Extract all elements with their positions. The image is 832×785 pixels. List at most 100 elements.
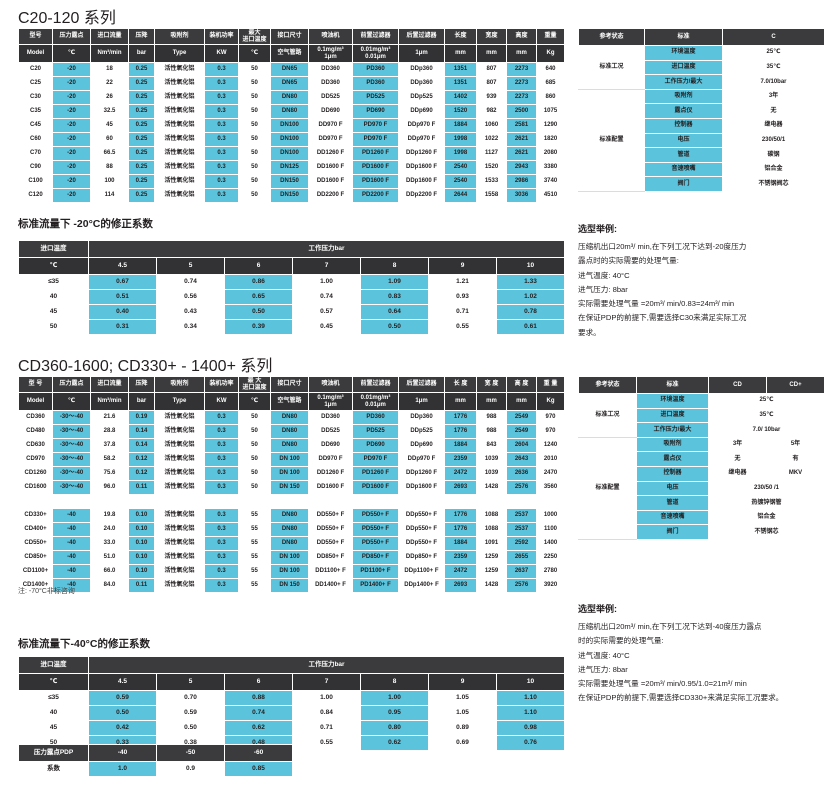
cell-r6c12: 1127 [476,146,507,161]
cell-r0c4: 活性氧化铝 [154,508,205,523]
cell-r1c9: PD360 [352,76,399,91]
ref-label-5: 控制器 [636,465,709,482]
cell-r5c8: DD1400+ F [308,578,353,593]
section2-spec-table-wrap: 型 号压力露点 进口流量 压降 吸附剂 装机功率最 大进口温度 接口尺寸 喷油机 前置过滤器后… [18,376,565,495]
corr-cell-r2c6: 0.98 [496,720,565,736]
corr-corner-label: 进口温度 [18,240,89,258]
cell-r2c5: 0.3 [204,438,239,453]
col-header-unit-12: mm [476,44,507,63]
cell-r5c3: 0.11 [128,480,155,495]
pdp-value-0: -40 [88,744,157,762]
cell-r5c8: DD1600 F [308,480,353,495]
cell-r7c12: 1520 [476,160,507,175]
cell-r4c7: DN 100 [270,564,309,579]
ref-value-4: 无 [722,103,825,119]
cell-r3c5: 0.3 [204,104,239,119]
ref-label-6: 电压 [644,132,723,149]
cell-r1c14: 970 [536,424,565,439]
ref-value-8: 铝合金 [722,161,825,178]
table-row: C35 -20 32.5 0.25 活性氧化铝 0.3 50 DN80 DD690 PD690 DD… [18,104,565,119]
cell-r3c9: PD850+ F [352,550,399,565]
cell-r1c8: DD550+ F [308,522,353,537]
ref-row: 露点仪无有 [579,451,825,467]
pdp-factor-row: 系数 1.0 0.9 0.85 [18,761,293,777]
cell-r4c9: PD1260 F [352,466,399,481]
cell-r6c6: 50 [238,146,271,161]
ref-label-0: 环境温度 [644,45,723,61]
ref-col-header-2: C [722,28,825,46]
cell-r4c8: DD1260 F [308,466,353,481]
table-row: CD360 -30～-40 21.6 0.19 活性氧化铝 0.3 50 DN80 DD360 P… [18,410,565,425]
corr-pressure-4: 8 [360,257,429,275]
cell-r3c6: 50 [238,104,271,119]
cell-r1c4: 活性氧化铝 [154,76,205,91]
ref-header-row: 参考状态 标准 C [578,28,825,46]
cell-r1c11: 1776 [444,522,477,537]
ref-label-9: 阀门 [636,524,709,540]
corr-corner-unit: ℃ [18,673,89,691]
cell-r3c2: 51.0 [90,550,129,565]
example-line-0: 压缩机出口20m³/ min,在下列工况下达到-40度压力露点 [578,622,762,631]
table-row: CD1600 -30～-40 96.0 0.11 活性氧化铝 0.3 50 DN 150 DD1… [18,480,565,495]
corr-cell-r1c0: 0.50 [88,705,157,721]
corr-cell-r3c4: 0.50 [360,319,429,335]
corr-cell-r2c1: 0.43 [156,304,225,320]
section1-example: 选型举例: 压缩机出口20m³/ min,在下列工况下达到-20度压力 露点时的实… [578,222,824,341]
col-header-unit-5: KW [204,44,239,63]
ref-label-2: 工作压力/最大 [636,422,709,438]
cell-r1c8: DD360 [308,76,353,91]
cell-r2c6: 50 [238,90,271,105]
ref-value-1: 35℃ [708,407,825,424]
corr-cell-r1c3: 0.74 [292,289,361,305]
corr-cell-r2c6: 0.78 [496,304,565,320]
col-header-unit-6: ℃ [238,44,271,63]
table-row: CD970 -30～-40 58.2 0.12 活性氧化铝 0.3 50 DN 100 DD97… [18,452,565,467]
cell-r7c2: 88 [90,160,129,175]
cell-r2c0: CD550+ [18,536,53,551]
corr-temp-2: 45 [18,720,89,736]
corr-cell-r1c2: 0.74 [224,705,293,721]
cell-r2c7: DN80 [270,90,309,105]
cell-r3c2: 58.2 [90,452,129,467]
pdp-header-row: 压力露点PDP -40 -50 -60 [18,744,293,762]
cell-r9c1: -20 [52,188,91,203]
col-header-cn-1: 压力露点 [52,376,91,393]
cell-r5c6: 55 [238,578,271,593]
cell-r0c5: 0.3 [204,508,239,523]
corr-row: 45 0.40 0.43 0.50 0.57 0.64 0.71 0.78 [18,304,565,320]
col-header-unit-0: Model [18,392,53,411]
cell-r2c10: DDp550+ F [398,536,445,551]
cell-r9c10: DDp2200 F [398,188,445,203]
corr-pressure-0: 4.5 [88,673,157,691]
cell-r0c3: 0.10 [128,508,155,523]
cell-r3c3: 0.10 [128,550,155,565]
cell-r2c9: PD550+ F [352,536,399,551]
cell-r6c4: 活性氧化铝 [154,146,205,161]
table-row: C120 -20 114 0.25 活性氧化铝 0.3 50 DN150 DD2200 F PD2… [18,188,565,203]
col-header-cn-8: 喷油机 [308,28,353,45]
col-header-cn-13: 高 度 [506,376,537,393]
cell-r0c14: 640 [536,62,565,77]
cell-r1c12: 1088 [476,522,507,537]
cell-r1c2: 28.8 [90,424,129,439]
cell-r3c0: C35 [18,104,53,119]
cell-r5c13: 2576 [506,480,537,495]
cell-r8c2: 100 [90,174,129,189]
col-header-cn-1: 压力露点 [52,28,91,45]
cell-r1c13: 2549 [506,424,537,439]
table-row: C25 -20 22 0.25 活性氧化铝 0.3 50 DN65 DD360 PD360 DDp3… [18,76,565,91]
col-header-cn-4: 吸附剂 [154,28,205,45]
cell-r8c1: -20 [52,174,91,189]
cell-r5c5: 0.3 [204,578,239,593]
col-header-cn-3: 压降 [128,376,155,393]
corr-temp-1: 40 [18,289,89,305]
cell-r8c11: 2540 [444,174,477,189]
corr-cell-r1c5: 0.93 [428,289,497,305]
cell-r0c8: DD360 [308,410,353,425]
cell-r1c6: 50 [238,76,271,91]
col-header-unit-13: mm [506,392,537,411]
cell-r7c6: 50 [238,160,271,175]
cell-r5c9: PD970 F [352,132,399,147]
cell-r4c0: CD1100+ [18,564,53,579]
